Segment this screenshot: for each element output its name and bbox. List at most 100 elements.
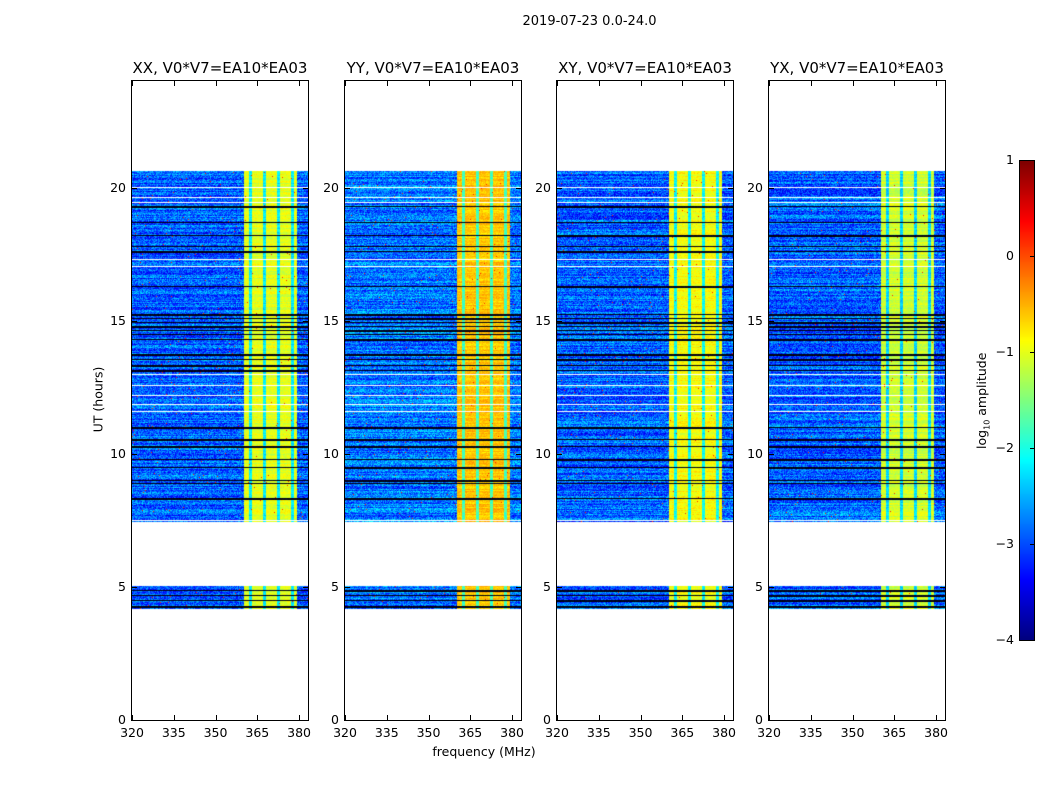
x-tick-mark <box>769 715 770 720</box>
colorbar-label-suffix: amplitude <box>973 352 989 420</box>
x-tick-label: 350 <box>840 725 865 740</box>
x-tick-label: 335 <box>161 725 186 740</box>
y-tick-label: 15 <box>110 312 126 328</box>
x-tick-mark <box>512 81 514 86</box>
y-tick-label: 0 <box>543 712 551 727</box>
y-tick-mark <box>132 453 137 455</box>
y-tick-mark <box>728 453 733 455</box>
x-tick-label: 380 <box>712 725 736 740</box>
panel-title: XY, V0*V7=EA10*EA03 <box>558 59 732 77</box>
heatmap-image <box>769 81 945 720</box>
x-tick-mark <box>598 715 600 720</box>
x-tick-mark <box>682 81 684 86</box>
y-tick-mark <box>516 320 521 322</box>
x-tick-mark <box>132 81 133 86</box>
x-tick-mark <box>810 81 812 86</box>
y-tick-label: 15 <box>323 312 339 328</box>
colorbar-tick-label: 0 <box>1006 248 1014 263</box>
heatmap-panel <box>344 80 522 721</box>
x-tick-mark <box>345 715 346 720</box>
y-tick-mark <box>940 453 945 455</box>
heatmap-panel <box>768 80 946 721</box>
heatmap-panel <box>556 80 734 721</box>
colorbar-tick-label: −1 <box>995 344 1014 359</box>
x-tick-mark <box>724 81 726 86</box>
y-tick-mark <box>345 586 350 588</box>
colorbar-tick-mark <box>1030 352 1034 353</box>
heatmap-image <box>132 81 308 720</box>
y-tick-mark <box>303 586 308 588</box>
colorbar-tick-mark <box>1030 448 1034 449</box>
x-tick-label: 365 <box>245 725 270 740</box>
y-tick-mark <box>557 453 562 455</box>
y-tick-mark <box>769 720 774 721</box>
y-tick-label: 10 <box>110 445 126 461</box>
y-tick-mark <box>557 320 562 322</box>
y-tick-mark <box>728 320 733 322</box>
y-tick-mark <box>728 586 733 588</box>
y-tick-label: 10 <box>535 445 551 461</box>
panel-title: YY, V0*V7=EA10*EA03 <box>346 59 520 77</box>
x-tick-label: 320 <box>120 725 144 740</box>
y-tick-label: 0 <box>755 712 763 727</box>
y-tick-label: 0 <box>118 712 126 727</box>
x-tick-mark <box>557 715 558 720</box>
y-tick-label: 15 <box>535 312 551 328</box>
x-tick-mark <box>852 81 854 86</box>
heatmap-image <box>345 81 521 720</box>
y-tick-mark <box>728 720 733 721</box>
y-tick-mark <box>132 320 137 322</box>
x-tick-label: 380 <box>287 725 311 740</box>
y-tick-mark <box>516 720 521 721</box>
x-tick-mark <box>557 81 558 86</box>
panel-title: XX, V0*V7=EA10*EA03 <box>132 59 308 77</box>
x-tick-mark <box>173 81 175 86</box>
y-axis-label: UT (hours) <box>90 366 106 433</box>
y-tick-label: 20 <box>323 179 339 195</box>
y-tick-mark <box>557 720 562 721</box>
x-tick-mark <box>428 715 430 720</box>
x-tick-mark <box>640 81 642 86</box>
y-tick-mark <box>769 453 774 455</box>
x-tick-mark <box>724 715 726 720</box>
figure-title: 2019-07-23 0.0-24.0 <box>522 14 657 29</box>
x-tick-label: 350 <box>416 725 441 740</box>
x-tick-mark <box>894 715 896 720</box>
x-tick-label: 335 <box>586 725 611 740</box>
colorbar-tick-label: −2 <box>995 440 1014 455</box>
x-tick-mark <box>257 81 259 86</box>
y-tick-mark <box>940 187 945 189</box>
y-tick-mark <box>557 187 562 189</box>
y-tick-mark <box>132 720 137 721</box>
x-tick-mark <box>173 715 175 720</box>
y-tick-mark <box>557 586 562 588</box>
y-tick-mark <box>303 720 308 721</box>
y-tick-label: 5 <box>543 578 551 594</box>
x-tick-label: 320 <box>757 725 781 740</box>
heatmap-panel <box>131 80 309 721</box>
y-tick-label: 5 <box>331 578 339 594</box>
colorbar-tick-label: −3 <box>995 536 1014 551</box>
y-tick-label: 15 <box>747 312 763 328</box>
x-tick-label: 365 <box>458 725 483 740</box>
y-tick-mark <box>345 320 350 322</box>
y-tick-mark <box>132 586 137 588</box>
y-tick-mark <box>303 320 308 322</box>
y-tick-label: 20 <box>535 179 551 195</box>
y-tick-mark <box>303 187 308 189</box>
colorbar-tick-mark <box>1030 544 1034 545</box>
y-tick-mark <box>516 586 521 588</box>
y-tick-mark <box>345 187 350 189</box>
x-tick-label: 335 <box>798 725 823 740</box>
x-tick-label: 335 <box>374 725 399 740</box>
x-tick-mark <box>215 81 217 86</box>
x-tick-mark <box>470 715 472 720</box>
panel-title: YX, V0*V7=EA10*EA03 <box>770 59 944 77</box>
x-tick-label: 365 <box>882 725 907 740</box>
colorbar-tick-mark <box>1030 160 1034 161</box>
y-tick-mark <box>769 320 774 322</box>
y-tick-mark <box>132 187 137 189</box>
y-tick-label: 20 <box>110 179 126 195</box>
y-tick-mark <box>516 187 521 189</box>
x-tick-mark <box>299 81 301 86</box>
